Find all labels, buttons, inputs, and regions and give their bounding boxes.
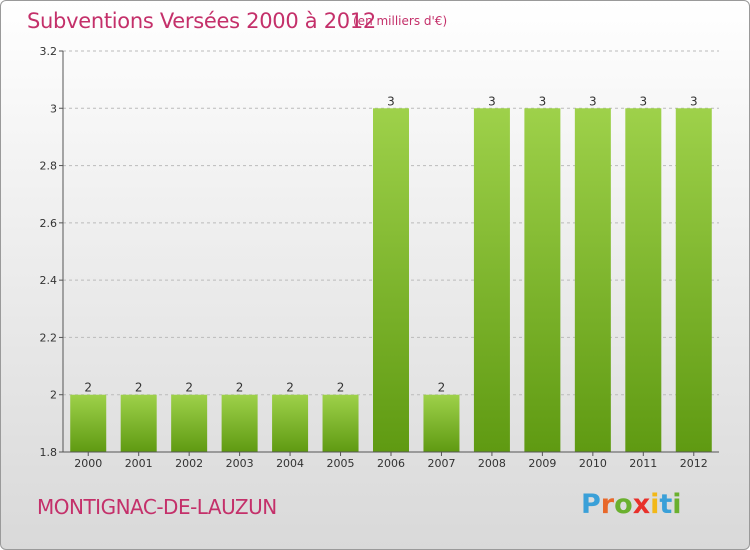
x-tick-label: 2003 (226, 457, 254, 470)
logo-letter: o (614, 489, 633, 520)
x-tick-label: 2012 (680, 457, 708, 470)
bar (423, 394, 460, 452)
x-tick-label: 2000 (74, 457, 102, 470)
x-tick-label: 2007 (427, 457, 455, 470)
x-tick-label: 2006 (377, 457, 405, 470)
y-tick-label: 2.6 (40, 217, 58, 230)
bar (625, 108, 662, 453)
logo-letter: P (581, 489, 601, 520)
axes (59, 50, 719, 456)
y-tick-label: 2.4 (40, 274, 58, 287)
logo-letter: i (672, 489, 682, 520)
y-tick-label: 2.2 (40, 331, 58, 344)
proxiti-logo: Proxiti (581, 489, 682, 520)
y-tick-label: 1.8 (40, 446, 58, 459)
bar (574, 108, 611, 453)
bar (221, 394, 258, 452)
data-label: 3 (690, 94, 698, 108)
x-tick-label: 2004 (276, 457, 304, 470)
bar (120, 394, 157, 452)
bar (70, 394, 107, 452)
x-tick-label: 2005 (327, 457, 355, 470)
x-tick-label: 2011 (629, 457, 657, 470)
y-tick-label: 2.8 (40, 160, 58, 173)
bar (675, 108, 712, 453)
data-label: 2 (236, 381, 244, 395)
bar (473, 108, 510, 453)
chart-unit: (en milliers d'€) (353, 14, 448, 28)
x-tick-label: 2010 (579, 457, 607, 470)
y-tick-label: 2 (50, 389, 57, 402)
bar (171, 394, 208, 452)
place-name: MONTIGNAC-DE-LAUZUN (37, 495, 277, 519)
data-label: 3 (589, 94, 597, 108)
bar (272, 394, 309, 452)
chart-title: Subventions Versées 2000 à 2012 (27, 9, 376, 33)
data-label: 2 (135, 381, 143, 395)
logo-letter: i (650, 489, 660, 520)
bars (70, 108, 712, 453)
data-label: 3 (488, 94, 496, 108)
y-tick-label: 3.2 (40, 45, 58, 58)
data-label: 2 (337, 381, 345, 395)
x-tick-label: 2002 (175, 457, 203, 470)
data-label: 2 (286, 381, 294, 395)
data-label: 2 (438, 381, 446, 395)
bar (373, 108, 409, 453)
data-label: 3 (539, 94, 547, 108)
x-tick-label: 2009 (528, 457, 556, 470)
x-tick-label: 2008 (478, 457, 506, 470)
data-label: 2 (84, 381, 92, 395)
logo-letter: r (600, 489, 615, 520)
logo-letter: x (632, 489, 651, 520)
labels: 1.8 2 2.2 2.4 2.6 2.8 3 3.2 2 2000 2 2001 2 2002 2 2003… (40, 45, 708, 470)
x-tick-label: 2001 (125, 457, 153, 470)
logo-letter: t (659, 489, 673, 520)
bar (524, 108, 561, 453)
bar (322, 394, 359, 452)
data-label: 3 (387, 94, 395, 108)
y-tick-label: 3 (50, 102, 57, 115)
data-label: 3 (639, 94, 647, 108)
data-label: 2 (185, 381, 193, 395)
